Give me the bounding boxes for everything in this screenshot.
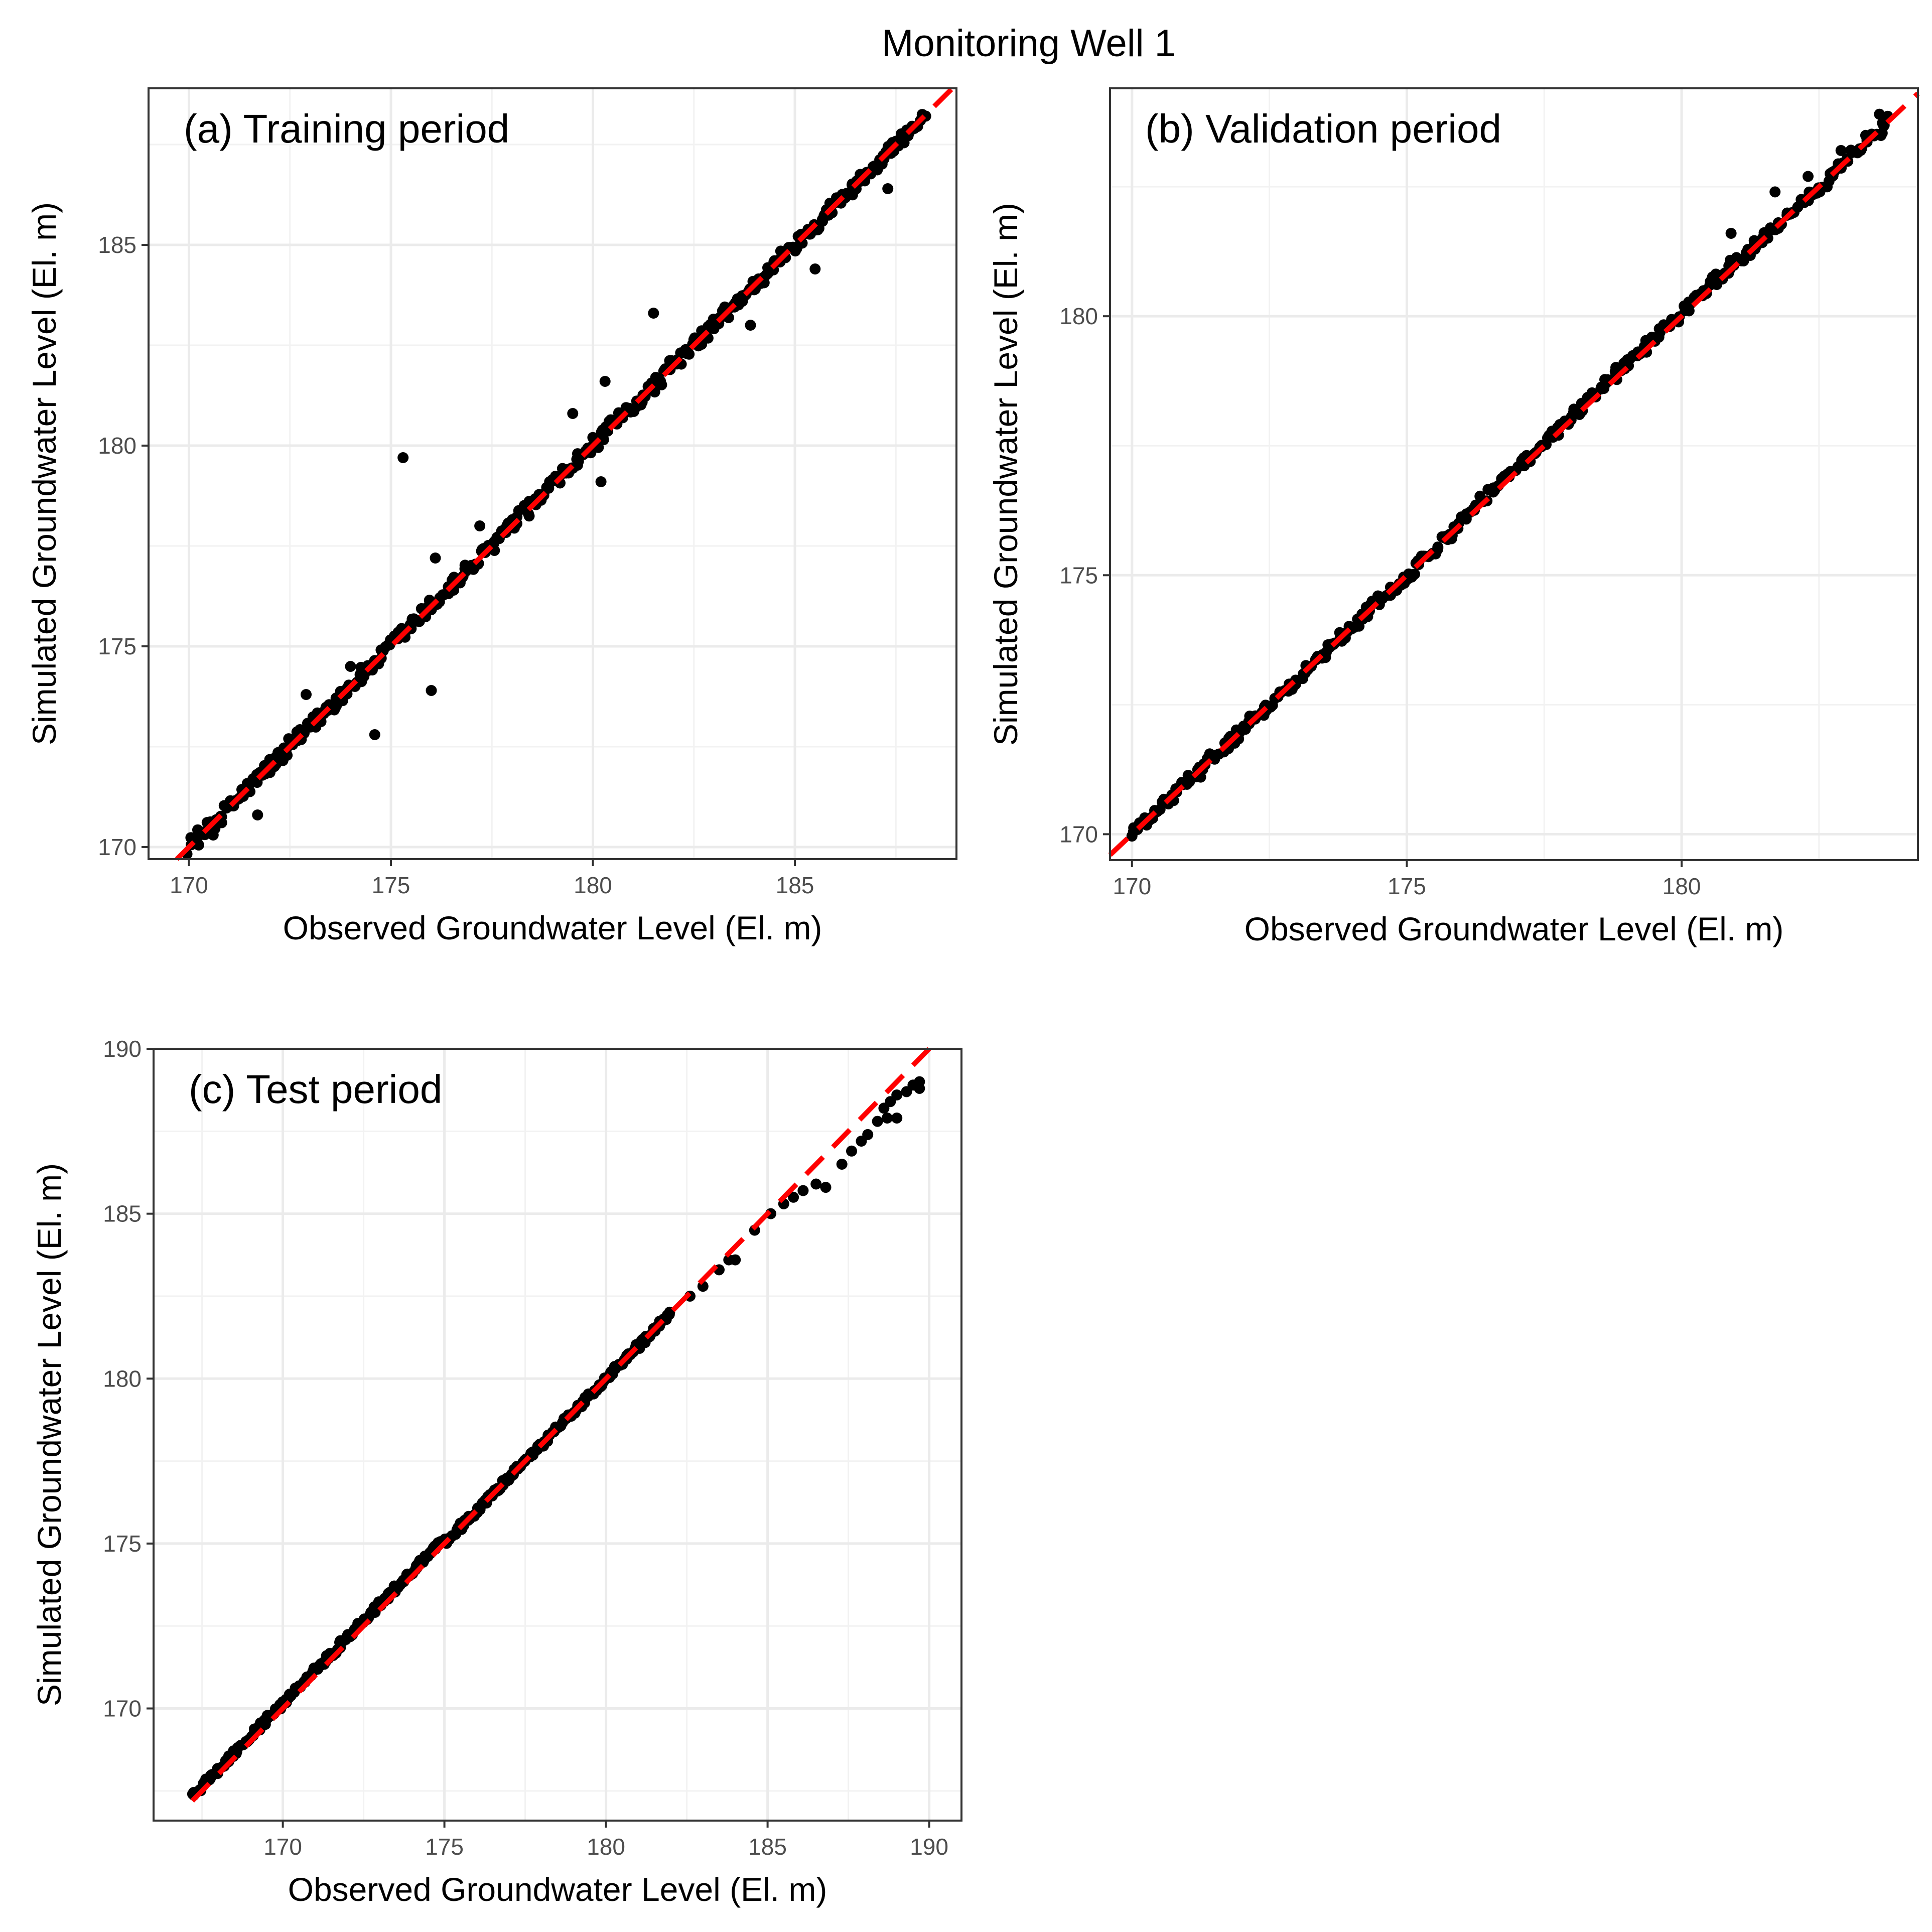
- panel-a-y-tick-label: 170: [98, 834, 136, 860]
- panel-c-x-tick-label: 170: [263, 1834, 302, 1860]
- panel-c-data-point: [663, 1309, 675, 1320]
- panel-a-data-point: [523, 510, 535, 522]
- panel-b-x-tick-label: 170: [1113, 873, 1151, 899]
- panel-c-data-point: [891, 1089, 903, 1100]
- panel-c-y-tick-label: 190: [103, 1036, 142, 1062]
- panel-a-data-point: [369, 729, 380, 740]
- panel-a-x-tick-label: 185: [776, 872, 814, 898]
- panel-c-reference-line: [190, 1047, 931, 1803]
- panel-c-y-tick-label: 170: [103, 1696, 142, 1722]
- panel-c-data-point: [846, 1145, 857, 1157]
- panel-a-title: (a) Training period: [184, 106, 509, 151]
- panel-a-x-tick-label: 170: [170, 872, 208, 898]
- panel-b-x-tick-label: 180: [1663, 873, 1701, 899]
- panel-b: 170 175 180 170 175 180 (b) Validation period…: [987, 87, 1920, 947]
- panel-b-data-point: [1725, 228, 1737, 239]
- panel-a-data-point: [768, 264, 779, 275]
- panel-b-data-point: [1874, 108, 1885, 120]
- panel-a-data-point: [745, 320, 756, 331]
- panel-c-x-axis-label: Observed Groundwater Level (El. m): [288, 1871, 827, 1908]
- panel-a-x-tick-label: 180: [574, 872, 612, 898]
- panel-c-data-point: [810, 1178, 822, 1190]
- panel-a-y-tick-label: 180: [98, 433, 136, 459]
- panel-b-frame: [1109, 87, 1919, 861]
- panel-a-data-point: [683, 348, 695, 360]
- panel-c-data-point: [820, 1182, 832, 1193]
- panel-b-y-axis-label: Simulated Groundwater Level (El. m): [987, 203, 1024, 746]
- panel-a-frame: [148, 87, 957, 860]
- panel-a-data-point: [567, 408, 579, 419]
- panel-a-data-point: [193, 839, 204, 851]
- panel-c-data-point: [872, 1116, 883, 1127]
- panel-c-frame: [153, 1048, 962, 1822]
- panel-c-y-tick-label: 180: [103, 1365, 142, 1392]
- panel-c-data-point: [881, 1113, 893, 1124]
- panel-c-y-axis-label: Simulated Groundwater Level (El. m): [31, 1163, 68, 1706]
- panel-b-data-point: [1835, 145, 1847, 156]
- panel-b-data-point: [1769, 186, 1781, 198]
- panel-c-x-tick-label: 190: [910, 1834, 948, 1860]
- panel-c-data-point: [788, 1191, 799, 1203]
- panel-c-x-tick-label: 175: [425, 1834, 464, 1860]
- panel-a-x-tick-label: 175: [372, 872, 410, 898]
- panel-a-data-point: [882, 183, 894, 194]
- panel-a-data-point: [301, 689, 312, 700]
- panel-a-data-point: [656, 379, 667, 390]
- panel-a-data-point: [599, 376, 611, 387]
- panel-c-data-point: [797, 1185, 809, 1196]
- panel-c-data-point: [862, 1129, 874, 1140]
- panel-b-data-point: [1803, 171, 1814, 182]
- panel-a-data-point: [252, 809, 263, 820]
- panel-b-x-axis-label: Observed Groundwater Level (El. m): [1245, 910, 1784, 947]
- panel-b-data-point: [1432, 541, 1444, 553]
- panel-a-data-point: [474, 520, 486, 531]
- panel-a-data-point: [397, 452, 409, 463]
- panel-b-title: (b) Validation period: [1145, 106, 1501, 151]
- panel-a: 170 175 180 185 170 175 180 185 (a) Training pe…: [26, 86, 957, 946]
- panel-c-data-point: [891, 1113, 903, 1124]
- panel-a-data-point: [809, 263, 821, 274]
- panel-c-y-tick-label: 185: [103, 1201, 142, 1227]
- panel-c-data-point: [914, 1082, 925, 1094]
- panel-c-y-tick-label: 175: [103, 1531, 142, 1557]
- panel-a-data-point: [595, 476, 607, 487]
- panel-a-data-point: [430, 553, 441, 564]
- panel-c-data-point: [730, 1254, 741, 1266]
- panel-a-data-point: [598, 434, 609, 446]
- panel-a-data-point: [426, 685, 437, 696]
- panel-c: 170 175 180 185 190 170 175 180 185 190 (c) Test …: [31, 1036, 962, 1908]
- figure-title: Monitoring Well 1: [882, 22, 1176, 65]
- panel-a-reference-line: [175, 86, 954, 861]
- panel-b-x-tick-label: 175: [1388, 873, 1426, 899]
- panel-b-y-tick-label: 180: [1059, 303, 1098, 329]
- panel-c-title: (c) Test period: [189, 1067, 442, 1112]
- panel-b-data-point: [1409, 569, 1420, 580]
- panel-a-y-tick-label: 175: [98, 633, 136, 659]
- panel-c-data-point: [836, 1159, 848, 1170]
- panel-b-y-tick-label: 175: [1059, 562, 1098, 588]
- panel-a-y-axis-label: Simulated Groundwater Level (El. m): [26, 202, 63, 745]
- panel-a-y-tick-label: 185: [98, 232, 136, 258]
- panel-a-data-point: [345, 661, 356, 672]
- panel-a-data-point: [648, 308, 659, 319]
- panel-b-reference-line: [1108, 91, 1920, 857]
- panel-a-x-axis-label: Observed Groundwater Level (El. m): [283, 909, 822, 946]
- panel-b-y-tick-label: 170: [1059, 821, 1098, 847]
- panel-c-x-tick-label: 180: [587, 1834, 625, 1860]
- panel-a-data-point: [207, 830, 219, 841]
- panel-c-x-tick-label: 185: [748, 1834, 787, 1860]
